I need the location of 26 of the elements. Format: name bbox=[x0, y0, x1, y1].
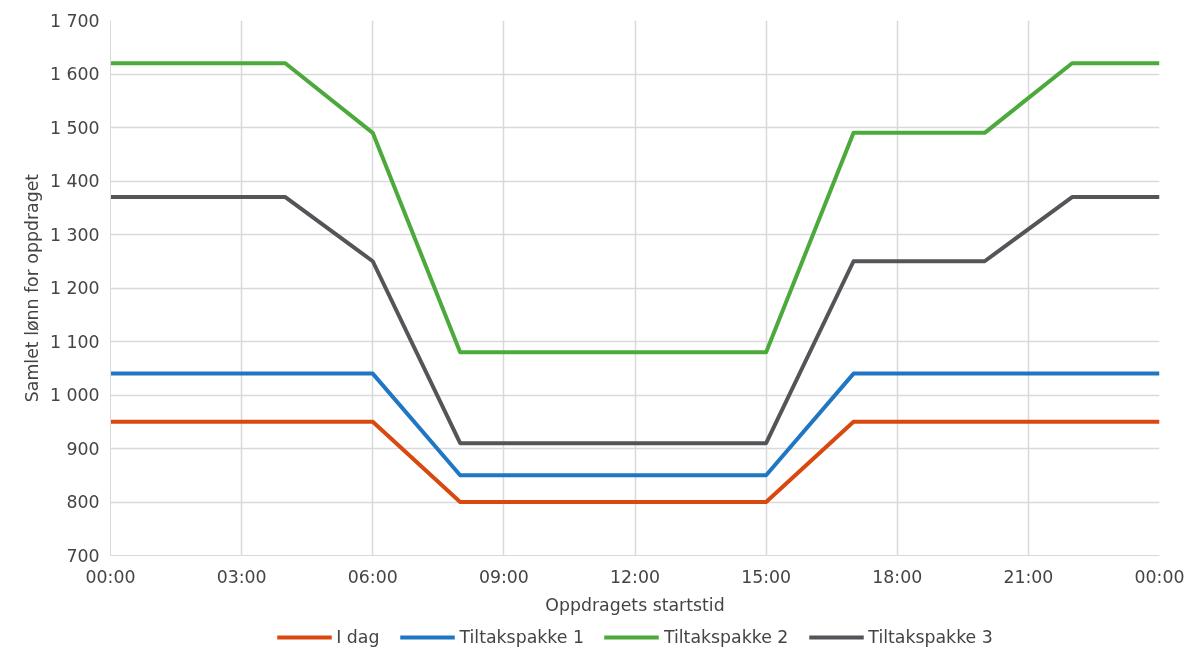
y-tick-label: 800 bbox=[66, 492, 100, 512]
x-tick-label: 03:00 bbox=[216, 566, 267, 587]
legend-label: Tiltakspakke 1 bbox=[459, 627, 584, 647]
y-tick-label: 1 500 bbox=[49, 117, 100, 138]
y-tick-label: 1 300 bbox=[49, 224, 100, 245]
x-tick-label: 12:00 bbox=[610, 566, 660, 587]
x-tick-label: 21:00 bbox=[1003, 566, 1054, 587]
x-axis-title: Oppdragets startstid bbox=[545, 594, 725, 615]
legend-label: Tiltakspakke 2 bbox=[663, 627, 789, 647]
y-tick-label: 1 400 bbox=[49, 171, 100, 191]
y-tick-label: 900 bbox=[66, 438, 100, 459]
y-tick-label: 1 700 bbox=[49, 10, 100, 31]
x-tick-label: 18:00 bbox=[872, 566, 923, 587]
legend-label: I dag bbox=[336, 627, 380, 647]
y-tick-label: 1 200 bbox=[49, 278, 100, 298]
x-tick-label: 09:00 bbox=[478, 566, 529, 587]
legend-label: Tiltakspakke 3 bbox=[868, 627, 993, 647]
x-tick-label: 00:00 bbox=[1134, 566, 1185, 587]
y-tick-label: 1 000 bbox=[49, 385, 100, 405]
y-axis-title: Samlet lønn for oppdraget bbox=[21, 173, 42, 403]
x-tick-label: 15:00 bbox=[741, 566, 792, 587]
x-tick-label: 06:00 bbox=[347, 566, 398, 587]
y-tick-label: 1 100 bbox=[49, 331, 100, 352]
x-tick-label: 00:00 bbox=[85, 566, 136, 587]
y-tick-label: 700 bbox=[66, 545, 100, 566]
y-tick-label: 1 600 bbox=[49, 64, 100, 84]
